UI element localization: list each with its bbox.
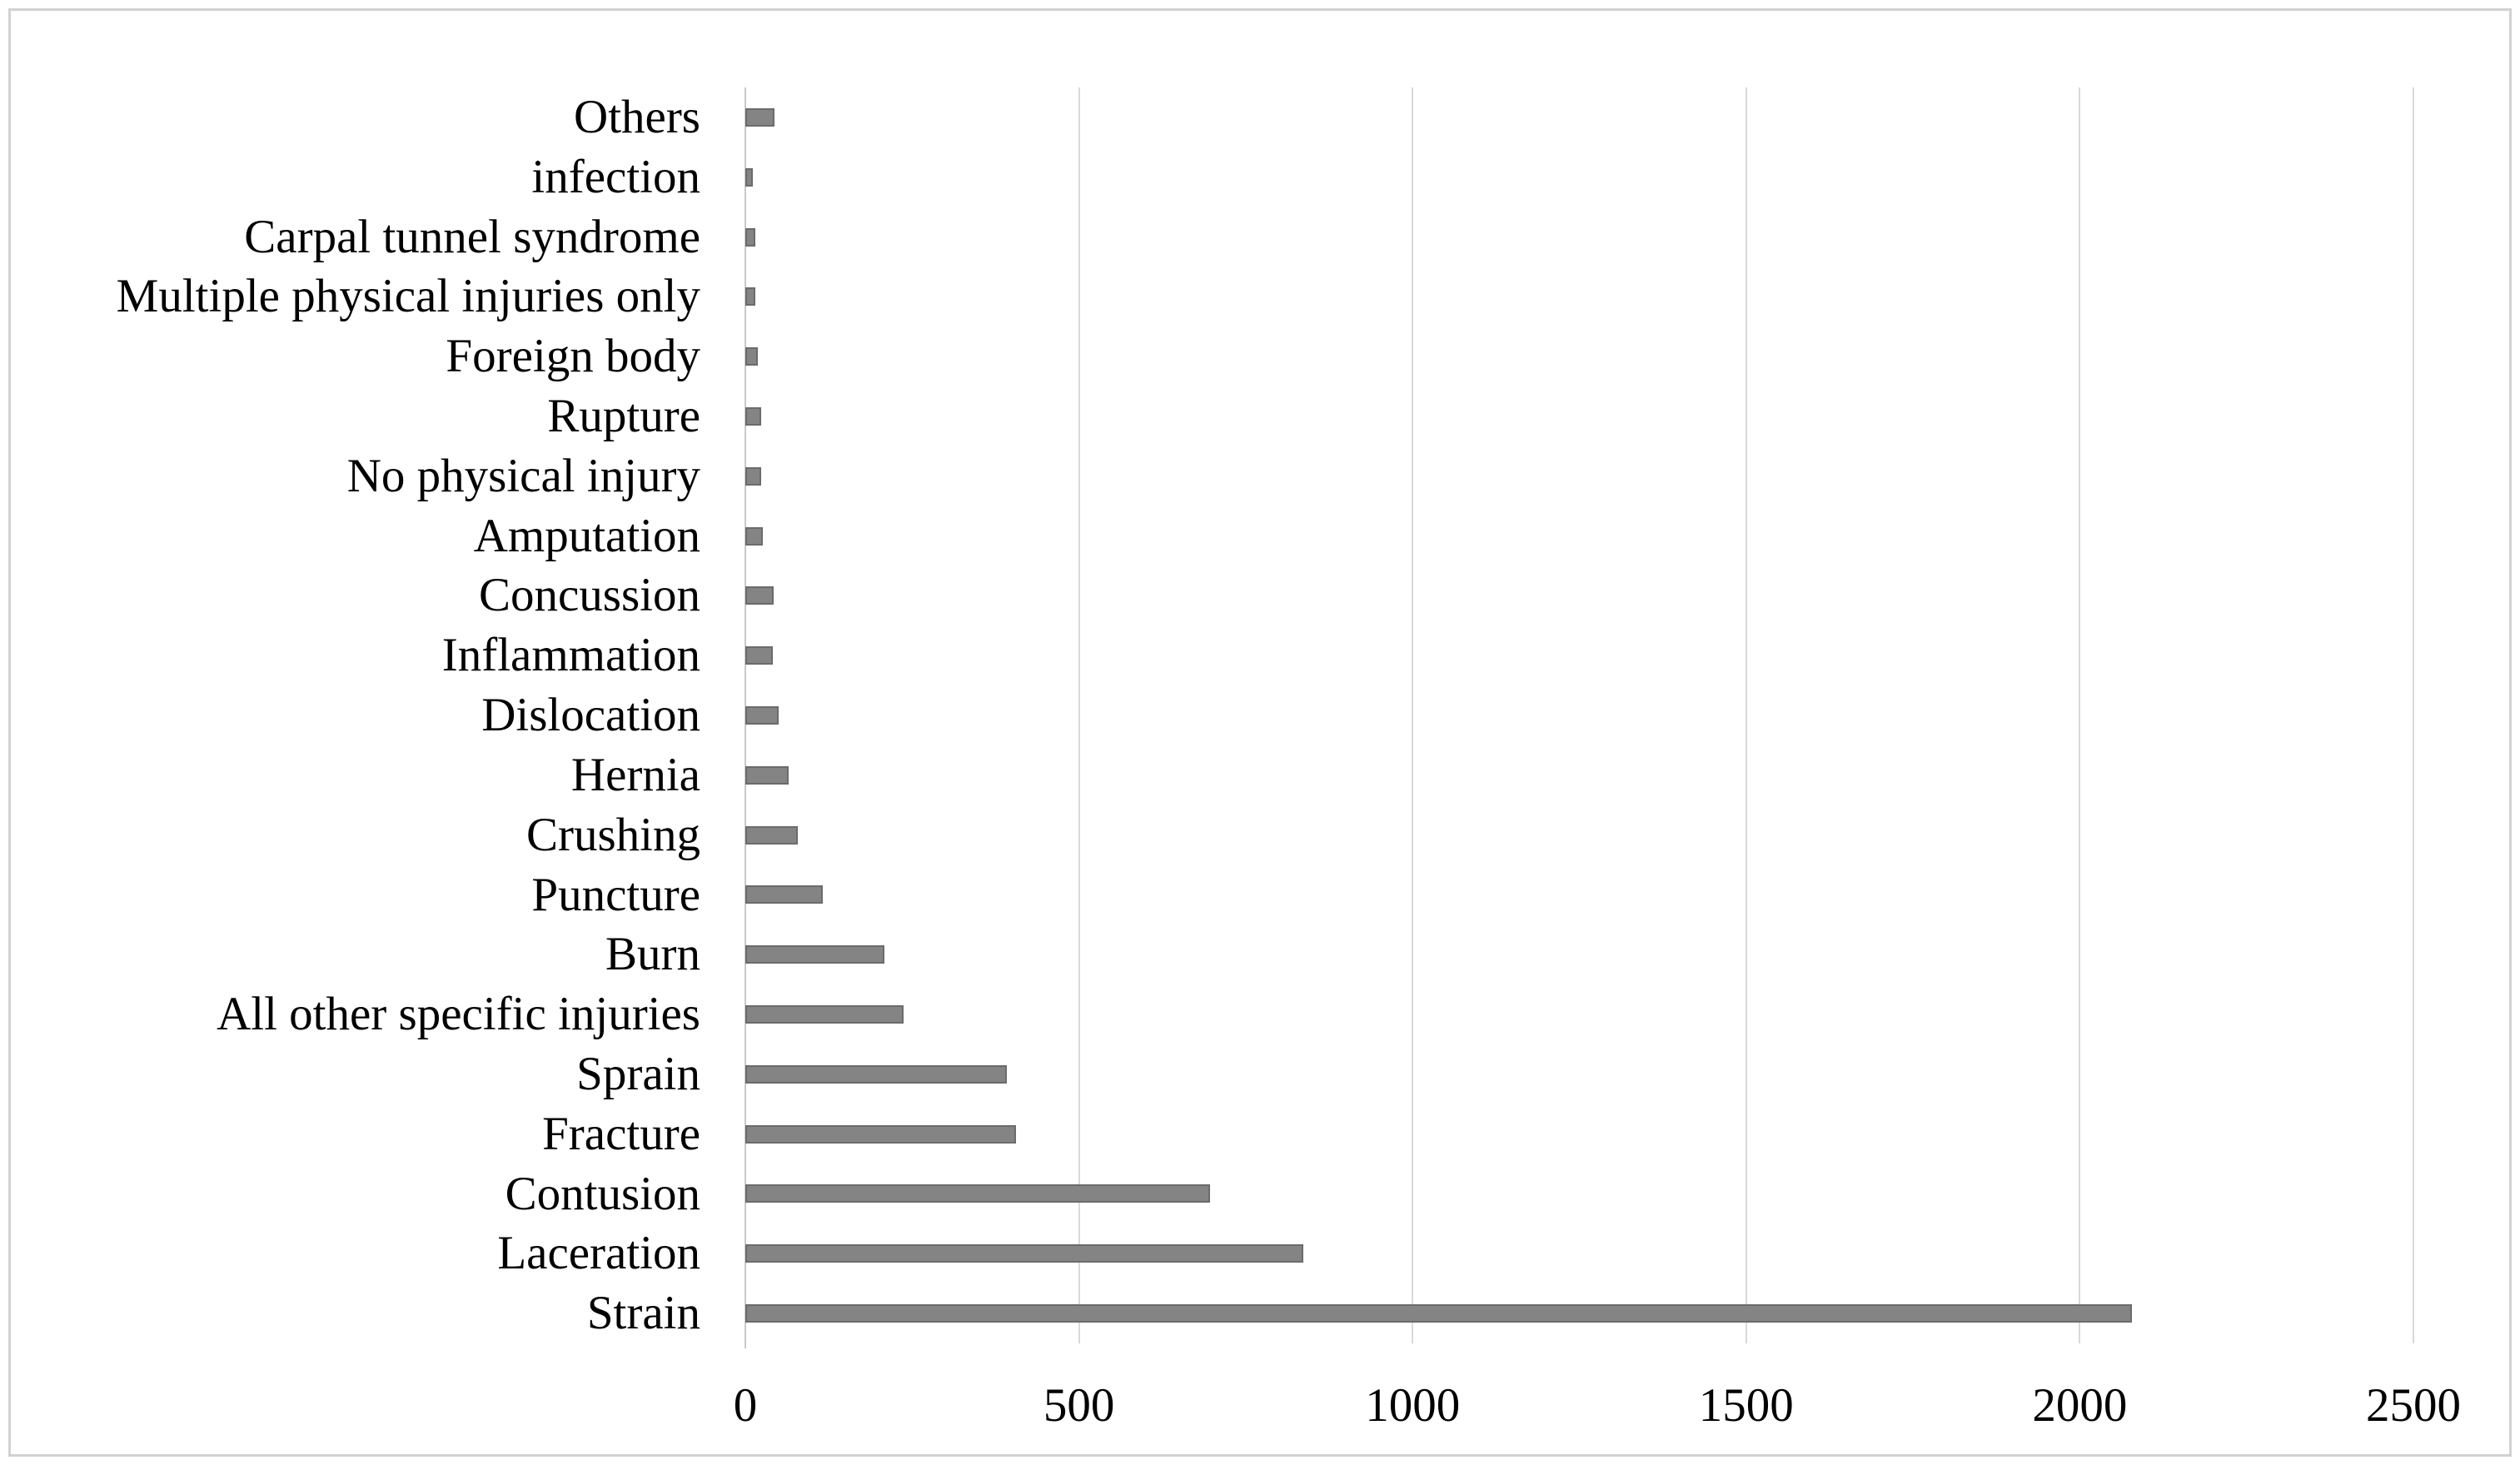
bar (745, 526, 763, 546)
category-label: Rupture (547, 390, 700, 443)
category-label: Dislocation (481, 689, 700, 742)
gridline (1412, 87, 1414, 1343)
plot-area (745, 87, 2414, 1348)
bar (745, 586, 774, 605)
category-label: No physical injury (346, 449, 700, 502)
x-tick-label: 2500 (2366, 1379, 2461, 1432)
category-label: Amputation (473, 509, 700, 562)
category-label: Fracture (542, 1107, 700, 1160)
category-label: All other specific injuries (217, 988, 700, 1041)
bar (745, 825, 799, 845)
x-tick-label: 1000 (1365, 1379, 1461, 1432)
gridline (1745, 87, 1747, 1343)
bar (745, 466, 762, 486)
bar (745, 347, 759, 366)
bar (745, 1124, 1017, 1144)
category-label: Inflammation (441, 629, 700, 682)
gridline (1078, 87, 1080, 1343)
category-label: Sprain (576, 1047, 700, 1100)
category-label: Laceration (497, 1227, 700, 1280)
x-tick-label: 0 (733, 1379, 758, 1432)
x-tick-label: 500 (1043, 1379, 1115, 1432)
bar (745, 1064, 1008, 1084)
bar (745, 287, 756, 306)
category-label: Hernia (570, 748, 700, 801)
bar (745, 227, 756, 247)
category-label: infection (531, 150, 700, 203)
x-tick-label: 2000 (2032, 1379, 2128, 1432)
category-label: Multiple physical injuries only (116, 270, 700, 323)
bar (745, 1304, 2132, 1323)
bar (745, 1184, 1211, 1203)
gridline (2079, 87, 2081, 1343)
bar (745, 765, 789, 785)
bar (745, 706, 779, 725)
bar (745, 885, 823, 904)
bar (745, 1244, 1303, 1263)
category-label: Burn (605, 928, 700, 981)
category-label: Puncture (531, 868, 700, 921)
bar (745, 646, 773, 665)
category-label: Contusion (505, 1167, 700, 1220)
bar (745, 406, 762, 426)
chart-frame-border: Others infection Carpal tunnel syndrome Mul… (8, 8, 2512, 1457)
bar (745, 945, 884, 964)
category-label: Strain (586, 1287, 700, 1340)
category-label: Carpal tunnel syndrome (244, 210, 700, 263)
bar (745, 167, 753, 187)
bar (745, 107, 775, 127)
x-tick-label: 1500 (1698, 1379, 1794, 1432)
category-label: Crushing (525, 808, 700, 861)
category-label: Others (574, 91, 700, 143)
category-label: Concussion (478, 569, 700, 622)
gridline (2413, 87, 2414, 1343)
category-label: Foreign body (446, 330, 700, 383)
bar (745, 1005, 904, 1024)
